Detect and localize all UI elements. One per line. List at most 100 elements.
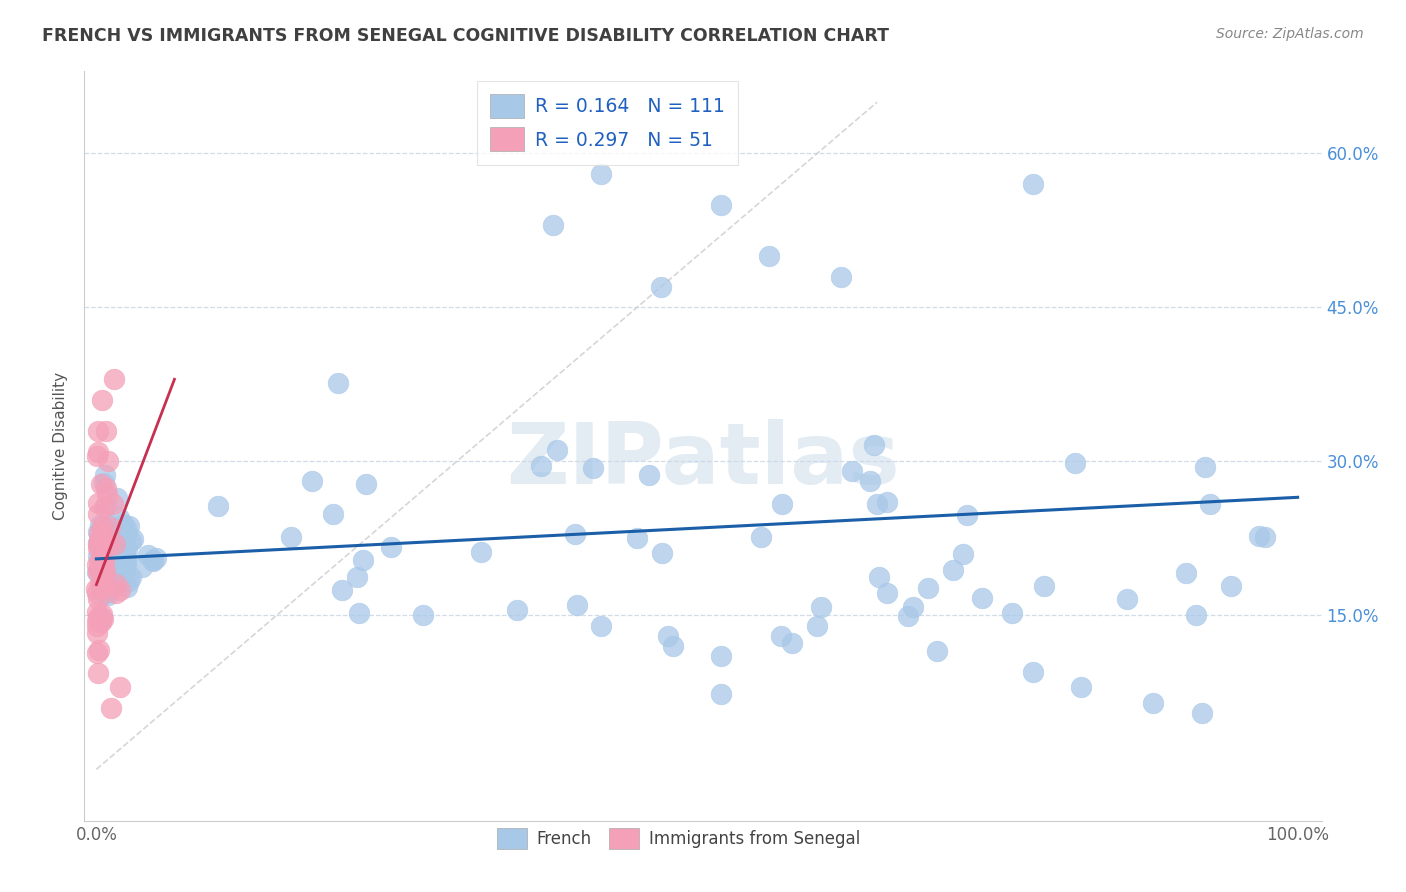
Point: [1001, 607, 1024, 621]
Point: [98, 524, 121, 539]
Point: [86, 449, 108, 463]
Point: [380, 540, 402, 554]
Point: [650, 280, 672, 294]
Point: [118, 574, 141, 589]
Point: [770, 629, 793, 643]
Point: [952, 547, 974, 561]
Point: [506, 603, 529, 617]
Point: [956, 508, 979, 523]
Point: [145, 551, 167, 566]
Point: [90, 615, 112, 629]
Point: [91, 553, 114, 567]
Point: [751, 530, 773, 544]
Point: [86, 558, 108, 572]
Point: [87, 549, 110, 563]
Point: [89, 534, 111, 549]
Point: [651, 546, 673, 560]
Y-axis label: Cognitive Disability: Cognitive Disability: [53, 372, 69, 520]
Point: [108, 522, 131, 536]
Point: [111, 568, 134, 582]
Point: [86, 626, 108, 640]
Point: [110, 582, 132, 597]
Point: [582, 461, 605, 475]
Point: [87, 563, 110, 577]
Point: [1247, 529, 1270, 543]
Point: [87, 424, 110, 438]
Point: [90, 583, 112, 598]
Point: [110, 528, 132, 542]
Point: [901, 600, 924, 615]
Point: [103, 372, 125, 386]
Point: [87, 536, 110, 550]
Point: [112, 557, 135, 571]
Point: [564, 527, 586, 541]
Point: [120, 570, 142, 584]
Point: [94, 555, 117, 569]
Point: [876, 495, 898, 509]
Point: [91, 581, 114, 595]
Point: [105, 491, 128, 505]
Point: [927, 644, 949, 658]
Point: [110, 680, 132, 694]
Point: [93, 555, 115, 569]
Point: [120, 533, 142, 548]
Point: [94, 468, 117, 483]
Point: [90, 565, 112, 579]
Point: [1116, 592, 1139, 607]
Point: [806, 618, 828, 632]
Point: [104, 548, 127, 562]
Point: [142, 553, 165, 567]
Point: [93, 476, 115, 491]
Legend: French, Immigrants from Senegal: French, Immigrants from Senegal: [488, 819, 868, 857]
Point: [100, 561, 122, 575]
Point: [108, 510, 131, 524]
Point: [112, 517, 135, 532]
Point: [710, 649, 733, 664]
Point: [349, 607, 371, 621]
Text: FRENCH VS IMMIGRANTS FROM SENEGAL COGNITIVE DISABILITY CORRELATION CHART: FRENCH VS IMMIGRANTS FROM SENEGAL COGNIT…: [42, 27, 889, 45]
Point: [115, 543, 138, 558]
Point: [87, 565, 110, 579]
Text: Source: ZipAtlas.com: Source: ZipAtlas.com: [1216, 27, 1364, 41]
Point: [87, 525, 110, 540]
Point: [98, 582, 121, 597]
Point: [87, 533, 110, 548]
Point: [352, 552, 374, 566]
Point: [86, 565, 108, 579]
Point: [115, 551, 138, 566]
Point: [115, 528, 138, 542]
Point: [87, 496, 110, 510]
Point: [207, 499, 229, 513]
Point: [780, 636, 803, 650]
Point: [91, 607, 114, 621]
Point: [87, 610, 110, 624]
Point: [96, 487, 118, 501]
Point: [94, 499, 117, 513]
Point: [105, 544, 128, 558]
Point: [91, 569, 114, 583]
Point: [108, 557, 131, 571]
Point: [86, 582, 108, 597]
Point: [662, 639, 685, 653]
Point: [657, 629, 679, 643]
Point: [638, 468, 661, 483]
Point: [97, 589, 120, 603]
Point: [859, 474, 882, 488]
Point: [89, 554, 111, 568]
Point: [589, 618, 612, 632]
Point: [91, 611, 114, 625]
Point: [93, 567, 115, 582]
Point: [97, 538, 120, 552]
Point: [876, 586, 898, 600]
Point: [770, 498, 793, 512]
Point: [87, 592, 110, 607]
Point: [541, 219, 564, 233]
Point: [565, 598, 588, 612]
Point: [112, 566, 135, 581]
Point: [115, 580, 138, 594]
Point: [105, 586, 128, 600]
Point: [101, 497, 124, 511]
Point: [346, 570, 368, 584]
Point: [970, 591, 993, 605]
Point: [118, 519, 141, 533]
